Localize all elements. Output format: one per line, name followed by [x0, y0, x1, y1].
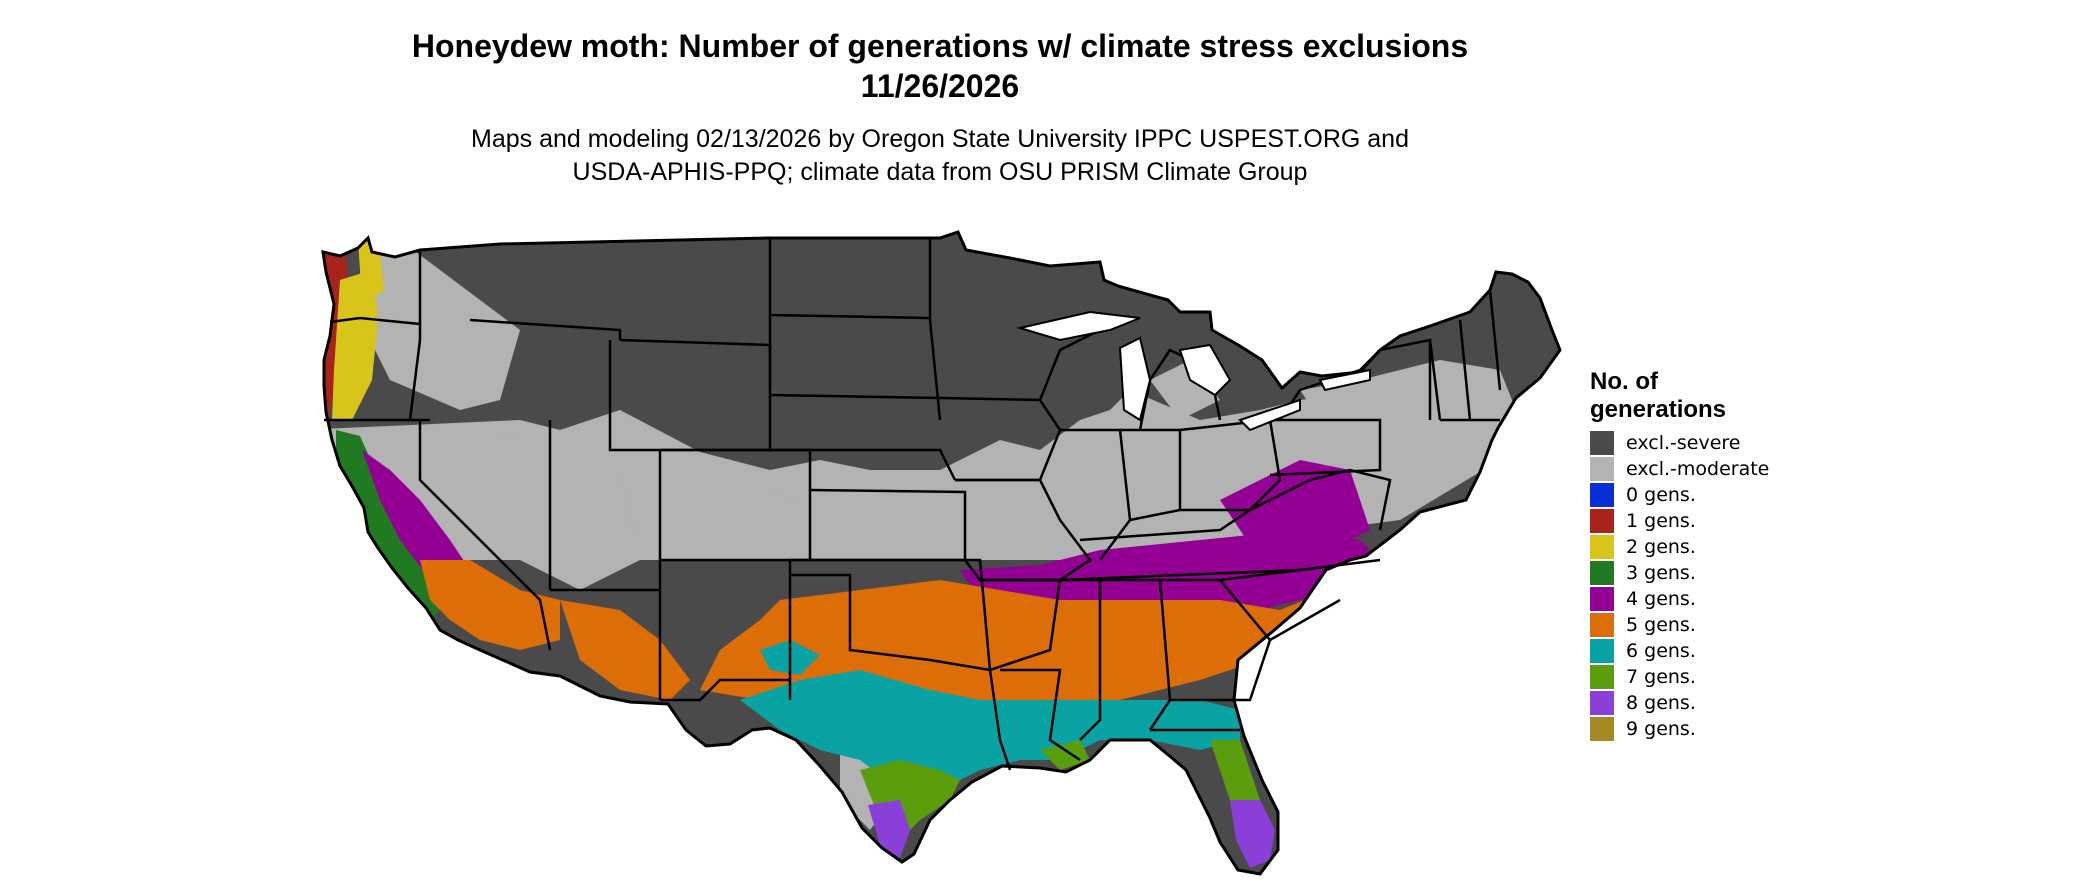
legend-swatch	[1590, 561, 1614, 585]
map-legend: No. of generations excl.-severe excl.-mod…	[1590, 368, 1850, 742]
legend-label: 3 gens.	[1626, 562, 1696, 584]
legend-item: 6 gens.	[1590, 638, 1850, 664]
legend-label: 6 gens.	[1626, 640, 1696, 662]
legend-item: 9 gens.	[1590, 716, 1850, 742]
state-borders	[324, 238, 1502, 771]
legend-item: 3 gens.	[1590, 560, 1850, 586]
legend-label: 2 gens.	[1626, 536, 1696, 558]
legend-swatch	[1590, 483, 1614, 507]
legend-swatch	[1590, 665, 1614, 689]
legend-label: excl.-moderate	[1626, 458, 1770, 480]
legend-items: excl.-severe excl.-moderate 0 gens. 1 gens.…	[1590, 430, 1850, 742]
legend-label: 1 gens.	[1626, 510, 1696, 532]
legend-label: 8 gens.	[1626, 692, 1696, 714]
legend-swatch	[1590, 535, 1614, 559]
legend-item: excl.-severe	[1590, 430, 1850, 456]
legend-item: 4 gens.	[1590, 586, 1850, 612]
legend-label: 0 gens.	[1626, 484, 1696, 506]
map-credits-line2: USDA-APHIS-PPQ; climate data from OSU PR…	[572, 158, 1308, 186]
map-date: 11/26/2026	[860, 68, 1020, 104]
legend-swatch	[1590, 457, 1614, 481]
legend-swatch	[1590, 717, 1614, 741]
legend-item: 7 gens.	[1590, 664, 1850, 690]
legend-swatch	[1590, 613, 1614, 637]
legend-item: 0 gens.	[1590, 482, 1850, 508]
legend-swatch	[1590, 691, 1614, 715]
legend-swatch	[1590, 639, 1614, 663]
map-credits-line1: Maps and modeling 02/13/2026 by Oregon S…	[471, 125, 1409, 153]
legend-item: 5 gens.	[1590, 612, 1850, 638]
legend-label: 4 gens.	[1626, 588, 1696, 610]
great-lakes	[1016, 310, 1371, 432]
legend-swatch	[1590, 509, 1614, 533]
legend-label: 5 gens.	[1626, 614, 1696, 636]
legend-item: 2 gens.	[1590, 534, 1850, 560]
legend-title: No. of generations	[1590, 368, 1727, 423]
legend-label: 7 gens.	[1626, 666, 1696, 688]
legend-label: excl.-severe	[1626, 432, 1741, 454]
legend-item: 1 gens.	[1590, 508, 1850, 534]
map-title: Honeydew moth: Number of generations w/ …	[411, 28, 1469, 64]
legend-swatch	[1590, 431, 1614, 455]
legend-item: excl.-moderate	[1590, 456, 1850, 482]
us-outline	[321, 230, 1562, 876]
legend-label: 9 gens.	[1626, 718, 1696, 740]
legend-item: 8 gens.	[1590, 690, 1850, 716]
legend-swatch	[1590, 587, 1614, 611]
